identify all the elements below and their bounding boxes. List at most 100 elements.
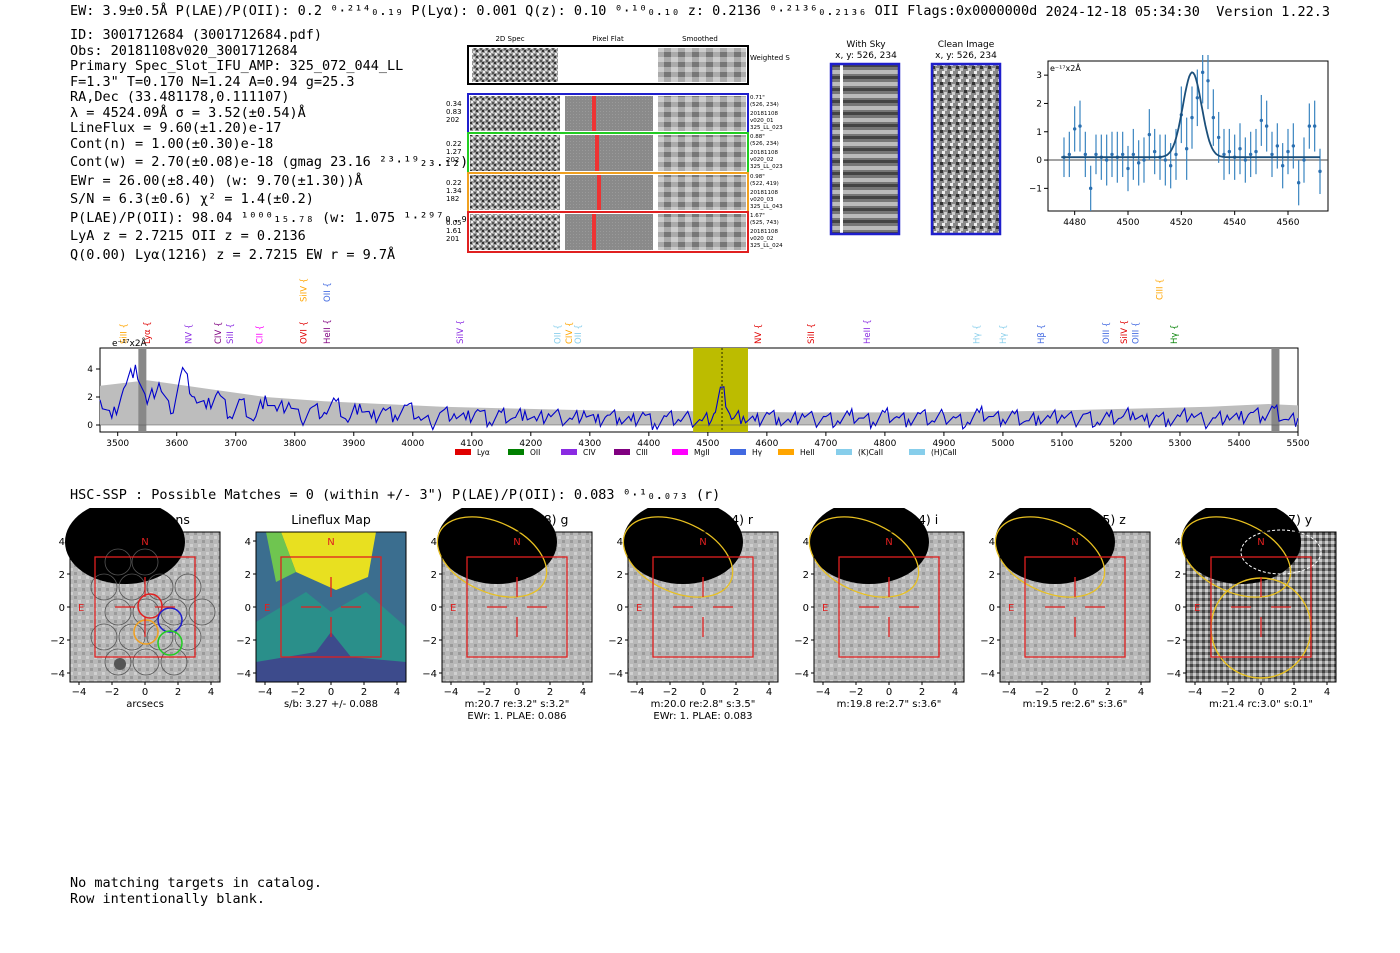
data-point	[1275, 144, 1280, 148]
emission-label: Hγ {	[1170, 324, 1180, 344]
emission-label-top: OII {	[323, 282, 333, 302]
emission-label: OII {	[574, 324, 584, 344]
hsc-panels: Fiber PositionsNE−4−4−2−2002244arcsecsLi…	[50, 508, 1337, 722]
row-left-val: 0.05	[446, 219, 462, 227]
east-label: E	[450, 603, 456, 614]
x-tick-label: 0	[514, 687, 520, 698]
row-left-val: 0.22	[446, 140, 462, 148]
row-right-val: (526, 234)	[750, 141, 779, 147]
legend-swatch	[672, 449, 688, 455]
detection-info: ID: 3001712684 (3001712684.pdf) Obs: 201…	[70, 27, 493, 263]
panel-frame	[69, 531, 221, 683]
row-left-val: 1.61	[446, 227, 462, 235]
emission-label: CIV {	[214, 322, 224, 344]
data-point	[1211, 115, 1216, 120]
info-line: Cont(n) = 1.00(±0.30)e-18	[70, 135, 274, 152]
data-point	[1083, 152, 1088, 157]
x-tick-label: 4520	[1170, 218, 1193, 228]
row-right-val: 20181108	[750, 150, 778, 156]
info-line: LineFlux = 9.60(±1.20)e-17	[70, 120, 282, 136]
footer-line: Row intentionally blank.	[70, 890, 266, 907]
clean-coords: x, y: 526, 234	[935, 51, 997, 61]
emission-label: OII {	[553, 324, 563, 344]
data-point	[1270, 152, 1274, 157]
col-title: Smoothed	[682, 35, 718, 43]
emission-label: OIII {	[1132, 322, 1142, 344]
legend-label: HeII	[800, 448, 815, 457]
x-tick-label: 4	[1138, 687, 1144, 698]
data-point	[1238, 147, 1242, 151]
emission-label: SiIV {	[1120, 320, 1130, 344]
row-left-val: 202	[446, 156, 459, 164]
x-tick-label: 4800	[873, 439, 896, 449]
fiber-circle-highlight	[157, 630, 183, 656]
clean-title: Clean Image	[938, 40, 995, 50]
row-right-val: v020_01	[750, 118, 774, 124]
col-title: Pixel Flat	[592, 35, 624, 43]
y-tick-label: 0	[59, 603, 65, 614]
hsc-panel: Lineflux Map N E −4 −4 −2 −2 0 0 2 2 4 4 s/b: 3.27 +/…	[236, 512, 407, 710]
row-left-val: 1.27	[446, 148, 462, 156]
x-tick-label: −2	[1035, 687, 1050, 698]
data-point	[1147, 132, 1152, 137]
row-right-val: v020_03	[750, 197, 774, 203]
x-tick-label: 2	[361, 687, 367, 698]
y-tick-label: −2	[1166, 636, 1181, 647]
fiber-circle	[132, 648, 160, 676]
east-label: E	[1008, 603, 1014, 614]
y-tick-label: 2	[431, 570, 437, 581]
x-tick-label: 4	[394, 687, 400, 698]
hsc-title: HSC-SSP : Possible Matches = 0 (within +…	[70, 487, 721, 503]
data-point	[1307, 124, 1312, 128]
info-line: EWr = 26.00(±8.40) (w: 9.70(±1.30))Å	[70, 172, 363, 189]
data-point	[1067, 152, 1072, 157]
legend-swatch	[455, 449, 471, 455]
x-tick-label: 0	[1072, 687, 1078, 698]
x-tick-label: 2	[547, 687, 553, 698]
panel-caption: m:19.5 re:2.6" s:3.6"	[1023, 699, 1128, 710]
weighted-2d	[472, 48, 558, 82]
emission-label: Lyα {	[143, 321, 153, 344]
row-right-val: 325_LL_024	[750, 243, 783, 249]
version: Version 1.22.3	[1216, 4, 1330, 20]
y-tick-label: 0	[617, 603, 623, 614]
row-right-val: 20181108	[750, 229, 778, 235]
galaxy-ellipse	[436, 516, 548, 598]
header-right: 2024-12-18 05:34:30 Version 1.22.3	[1046, 4, 1331, 20]
info-line: S/N = 6.3(±0.6) χ² = 1.4(±0.2)	[70, 191, 314, 207]
y-tick-label: 2	[803, 570, 809, 581]
masked-region	[1271, 348, 1280, 432]
row-left-val: 0.22	[446, 179, 462, 187]
row-right-val: (525, 743)	[750, 220, 779, 226]
north-label: N	[141, 537, 148, 548]
row-right-val: 20181108	[750, 111, 778, 117]
zoom-marks: 4480 4500 4520 4540 4560 −1 0 1 2 3	[1030, 55, 1328, 228]
row-right-val: 1.67"	[750, 213, 765, 219]
info-line: Cont(w) = 2.70(±0.08)e-18 (gmag 23.16 ²³…	[70, 154, 469, 170]
row-left-val: 1.34	[446, 187, 462, 195]
emission-label: NV {	[754, 324, 764, 344]
x-tick-label: 4900	[932, 439, 955, 449]
data-point	[1136, 161, 1141, 165]
dashed-ellipse	[1240, 529, 1322, 575]
emission-label: Hγ {	[999, 324, 1009, 344]
panel-caption-2: EWr: 1. PLAE: 0.086	[467, 711, 566, 722]
x-tick-label: 4480	[1063, 218, 1086, 228]
fiber-circle	[132, 598, 160, 626]
y-tick-label: 0	[431, 603, 437, 614]
legend-label: Hγ	[752, 448, 763, 457]
x-tick-label: 2	[1291, 687, 1297, 698]
x-tick-label: 0	[328, 687, 334, 698]
data-point	[1312, 124, 1317, 128]
y-tick-label: −2	[50, 636, 65, 647]
data-point	[1248, 152, 1253, 157]
y-tick-label: 4	[803, 537, 809, 548]
data-point	[1264, 124, 1269, 128]
unit-label: e⁻¹⁷x2Å	[112, 337, 148, 349]
fiber-row-1: 0.34 0.83 202 0.71" (526, 234) 20181108 …	[446, 93, 783, 134]
x-tick-label: −2	[849, 687, 864, 698]
x-tick-label: 3900	[342, 439, 365, 449]
panel-frame	[999, 531, 1151, 683]
legend: Lyα OII CIV CIII MgII Hγ HeII (K)CaII (H)CaII	[455, 448, 957, 457]
